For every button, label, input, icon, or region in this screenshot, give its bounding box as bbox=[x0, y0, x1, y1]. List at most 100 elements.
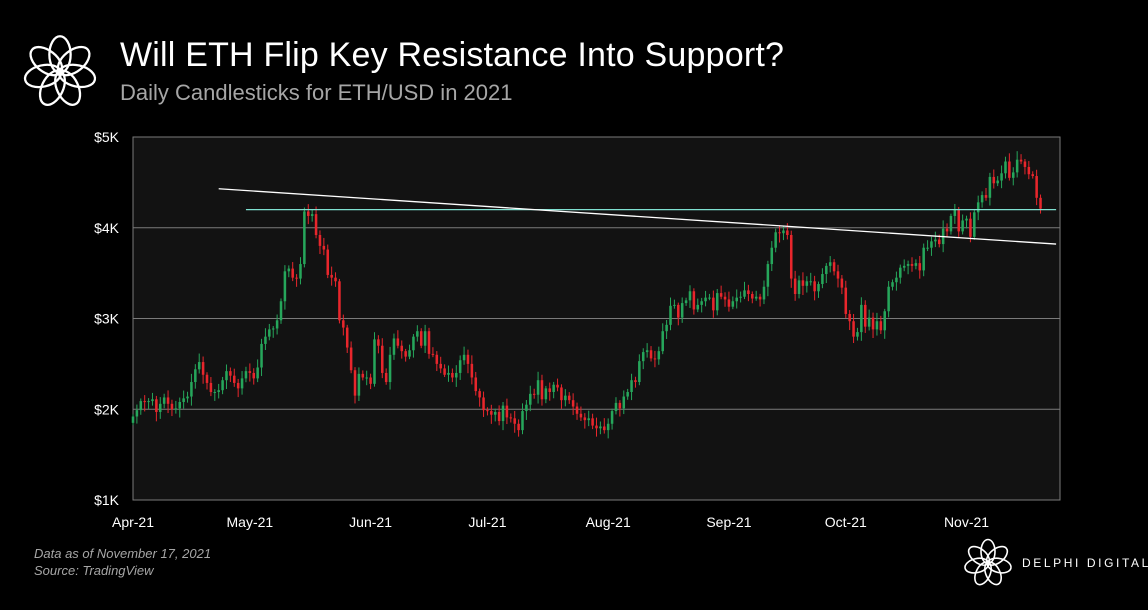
candle bbox=[486, 407, 489, 416]
candle-body bbox=[591, 418, 594, 426]
candle-body bbox=[758, 296, 762, 300]
candle bbox=[361, 370, 365, 381]
candle-body bbox=[821, 274, 824, 285]
candle-body bbox=[322, 245, 326, 250]
candle-body bbox=[291, 268, 294, 278]
candle bbox=[984, 188, 988, 201]
candle bbox=[244, 366, 248, 383]
candle bbox=[182, 390, 185, 409]
candle bbox=[723, 292, 727, 307]
candle-body bbox=[178, 401, 182, 409]
candle bbox=[1023, 158, 1027, 175]
candle bbox=[1011, 167, 1015, 186]
candle-body bbox=[579, 413, 583, 418]
candle bbox=[194, 364, 197, 389]
candle-body bbox=[723, 296, 727, 300]
candle-body bbox=[832, 262, 836, 272]
candle-body bbox=[684, 300, 688, 304]
candle bbox=[778, 225, 781, 243]
candle bbox=[673, 299, 676, 309]
candle-body bbox=[1035, 176, 1038, 198]
candle bbox=[797, 275, 801, 299]
candle bbox=[260, 338, 263, 377]
candle bbox=[645, 343, 649, 358]
x-tick-label: Nov-21 bbox=[944, 514, 989, 530]
candle-body bbox=[712, 297, 715, 311]
candle bbox=[338, 278, 341, 324]
candle-body bbox=[1023, 161, 1027, 167]
candle bbox=[443, 364, 446, 378]
candle bbox=[373, 332, 376, 387]
candle-body bbox=[513, 418, 516, 424]
candle bbox=[501, 401, 505, 431]
y-tick-label: $1K bbox=[94, 492, 120, 508]
candle-body bbox=[969, 218, 972, 237]
candle bbox=[1008, 153, 1011, 181]
candle-body bbox=[338, 281, 341, 321]
candle-body bbox=[412, 336, 415, 351]
candle bbox=[973, 208, 976, 240]
candle bbox=[867, 309, 871, 331]
candle bbox=[439, 356, 442, 374]
candle bbox=[762, 280, 766, 305]
candle-body bbox=[505, 405, 509, 418]
candle bbox=[603, 418, 606, 434]
candle-body bbox=[295, 277, 298, 279]
candle bbox=[731, 296, 735, 310]
candle bbox=[416, 325, 419, 342]
candle bbox=[197, 353, 201, 374]
candle bbox=[151, 392, 154, 406]
candle bbox=[614, 397, 618, 415]
candle bbox=[552, 381, 555, 399]
candle bbox=[809, 272, 812, 286]
candle-body bbox=[789, 235, 793, 279]
candle-body bbox=[416, 331, 419, 337]
candle bbox=[408, 344, 411, 360]
candle-body bbox=[926, 247, 929, 249]
candle bbox=[517, 419, 520, 437]
candle bbox=[856, 327, 859, 341]
candle-body bbox=[236, 382, 240, 389]
candle-body bbox=[190, 382, 193, 397]
candle-body bbox=[634, 380, 637, 383]
candle bbox=[653, 350, 657, 368]
candle bbox=[170, 399, 174, 417]
candle-body bbox=[260, 343, 263, 368]
candle-body bbox=[536, 380, 540, 395]
candle-body bbox=[166, 397, 170, 404]
candle bbox=[630, 373, 633, 401]
candle-body bbox=[1004, 161, 1007, 174]
candle bbox=[599, 421, 602, 435]
candle-body bbox=[486, 410, 489, 412]
candle bbox=[821, 268, 824, 289]
candle-body bbox=[451, 372, 454, 378]
candle-body bbox=[680, 303, 684, 318]
candle bbox=[704, 290, 707, 307]
candle bbox=[934, 231, 937, 248]
candle bbox=[899, 264, 902, 284]
candle bbox=[155, 395, 158, 422]
candle-body bbox=[774, 232, 777, 248]
candle-body bbox=[392, 338, 396, 355]
candle bbox=[186, 391, 189, 403]
candle bbox=[209, 377, 213, 397]
candle-body bbox=[361, 373, 365, 378]
candle bbox=[688, 285, 692, 308]
candle bbox=[906, 260, 910, 275]
candle bbox=[587, 410, 590, 427]
candle-body bbox=[976, 202, 980, 213]
candle-body bbox=[840, 278, 844, 288]
candle-body bbox=[751, 293, 754, 299]
candle-body bbox=[899, 267, 902, 278]
candle-body bbox=[400, 345, 404, 352]
candle-body bbox=[556, 384, 559, 388]
candle-body bbox=[229, 371, 232, 376]
candle bbox=[213, 389, 217, 401]
candle-body bbox=[158, 403, 162, 412]
candle bbox=[381, 338, 384, 379]
candle bbox=[318, 230, 322, 254]
candle bbox=[910, 257, 914, 272]
candle bbox=[287, 265, 291, 278]
candle bbox=[591, 413, 594, 430]
candle-body bbox=[945, 228, 949, 232]
